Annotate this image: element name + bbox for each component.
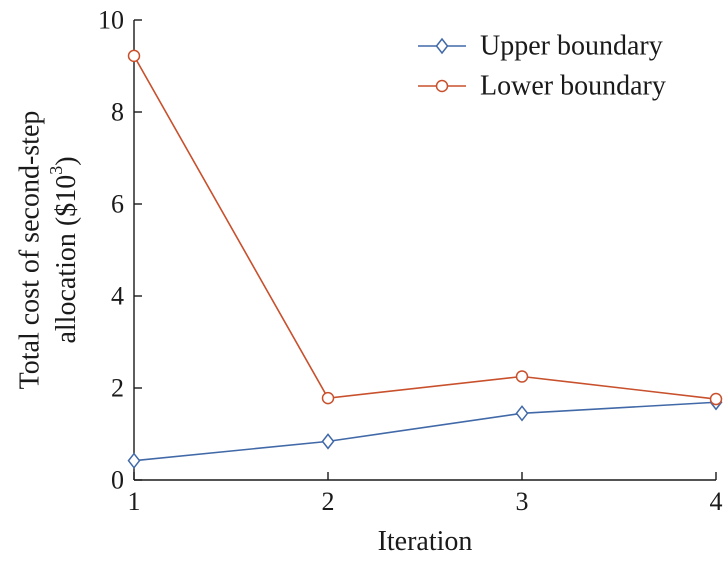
y-axis-title-sup: 3 [46, 166, 66, 175]
x-tick-label: 2 [322, 487, 335, 516]
x-tick-label: 4 [710, 487, 723, 516]
legend: Upper boundary Lower boundary [418, 31, 666, 102]
y-axis-title-line2: allocation ($103) [46, 156, 82, 343]
legend-label: Upper boundary [480, 31, 663, 62]
y-axis-title-line1: Total cost of second-step [15, 111, 46, 390]
data-point-upper-boundary [127, 452, 141, 469]
y-ticks: 0 2 4 6 8 10 [98, 6, 142, 495]
y-tick-label: 0 [111, 466, 124, 495]
data-point-lower-boundary [709, 392, 723, 406]
data-point-lower-boundary [127, 49, 141, 63]
legend-item-lower-boundary: Lower boundary [418, 71, 666, 102]
y-tick-label: 8 [111, 98, 124, 127]
x-axis-title: Iteration [378, 526, 473, 557]
x-tick-label: 3 [516, 487, 529, 516]
data-point-upper-boundary [515, 405, 529, 422]
data-point-upper-boundary [321, 433, 335, 450]
data-point-lower-boundary [321, 391, 335, 405]
series-line-upper-boundary [133, 401, 717, 462]
legend-item-upper-boundary: Upper boundary [418, 31, 663, 62]
y-axis-title-suffix: ) [51, 156, 82, 165]
y-tick-label: 4 [111, 282, 124, 311]
legend-marker [435, 37, 449, 55]
series-upper-boundary [127, 394, 723, 469]
series-layer [127, 49, 723, 469]
y-axis-title-prefix: allocation ($10 [51, 175, 82, 344]
y-axis-title: Total cost of second-step allocation ($1… [15, 111, 82, 390]
legend-label: Lower boundary [480, 71, 666, 102]
x-ticks: 1 2 3 4 [128, 472, 723, 516]
y-tick-label: 2 [111, 374, 124, 403]
series-lower-boundary [127, 49, 723, 406]
y-tick-label: 10 [98, 6, 124, 35]
legend-marker [435, 79, 449, 93]
series-line-lower-boundary [133, 55, 717, 400]
y-tick-label: 6 [111, 190, 124, 219]
data-point-lower-boundary [515, 370, 529, 383]
axes [133, 20, 716, 481]
x-tick-label: 1 [128, 487, 141, 516]
